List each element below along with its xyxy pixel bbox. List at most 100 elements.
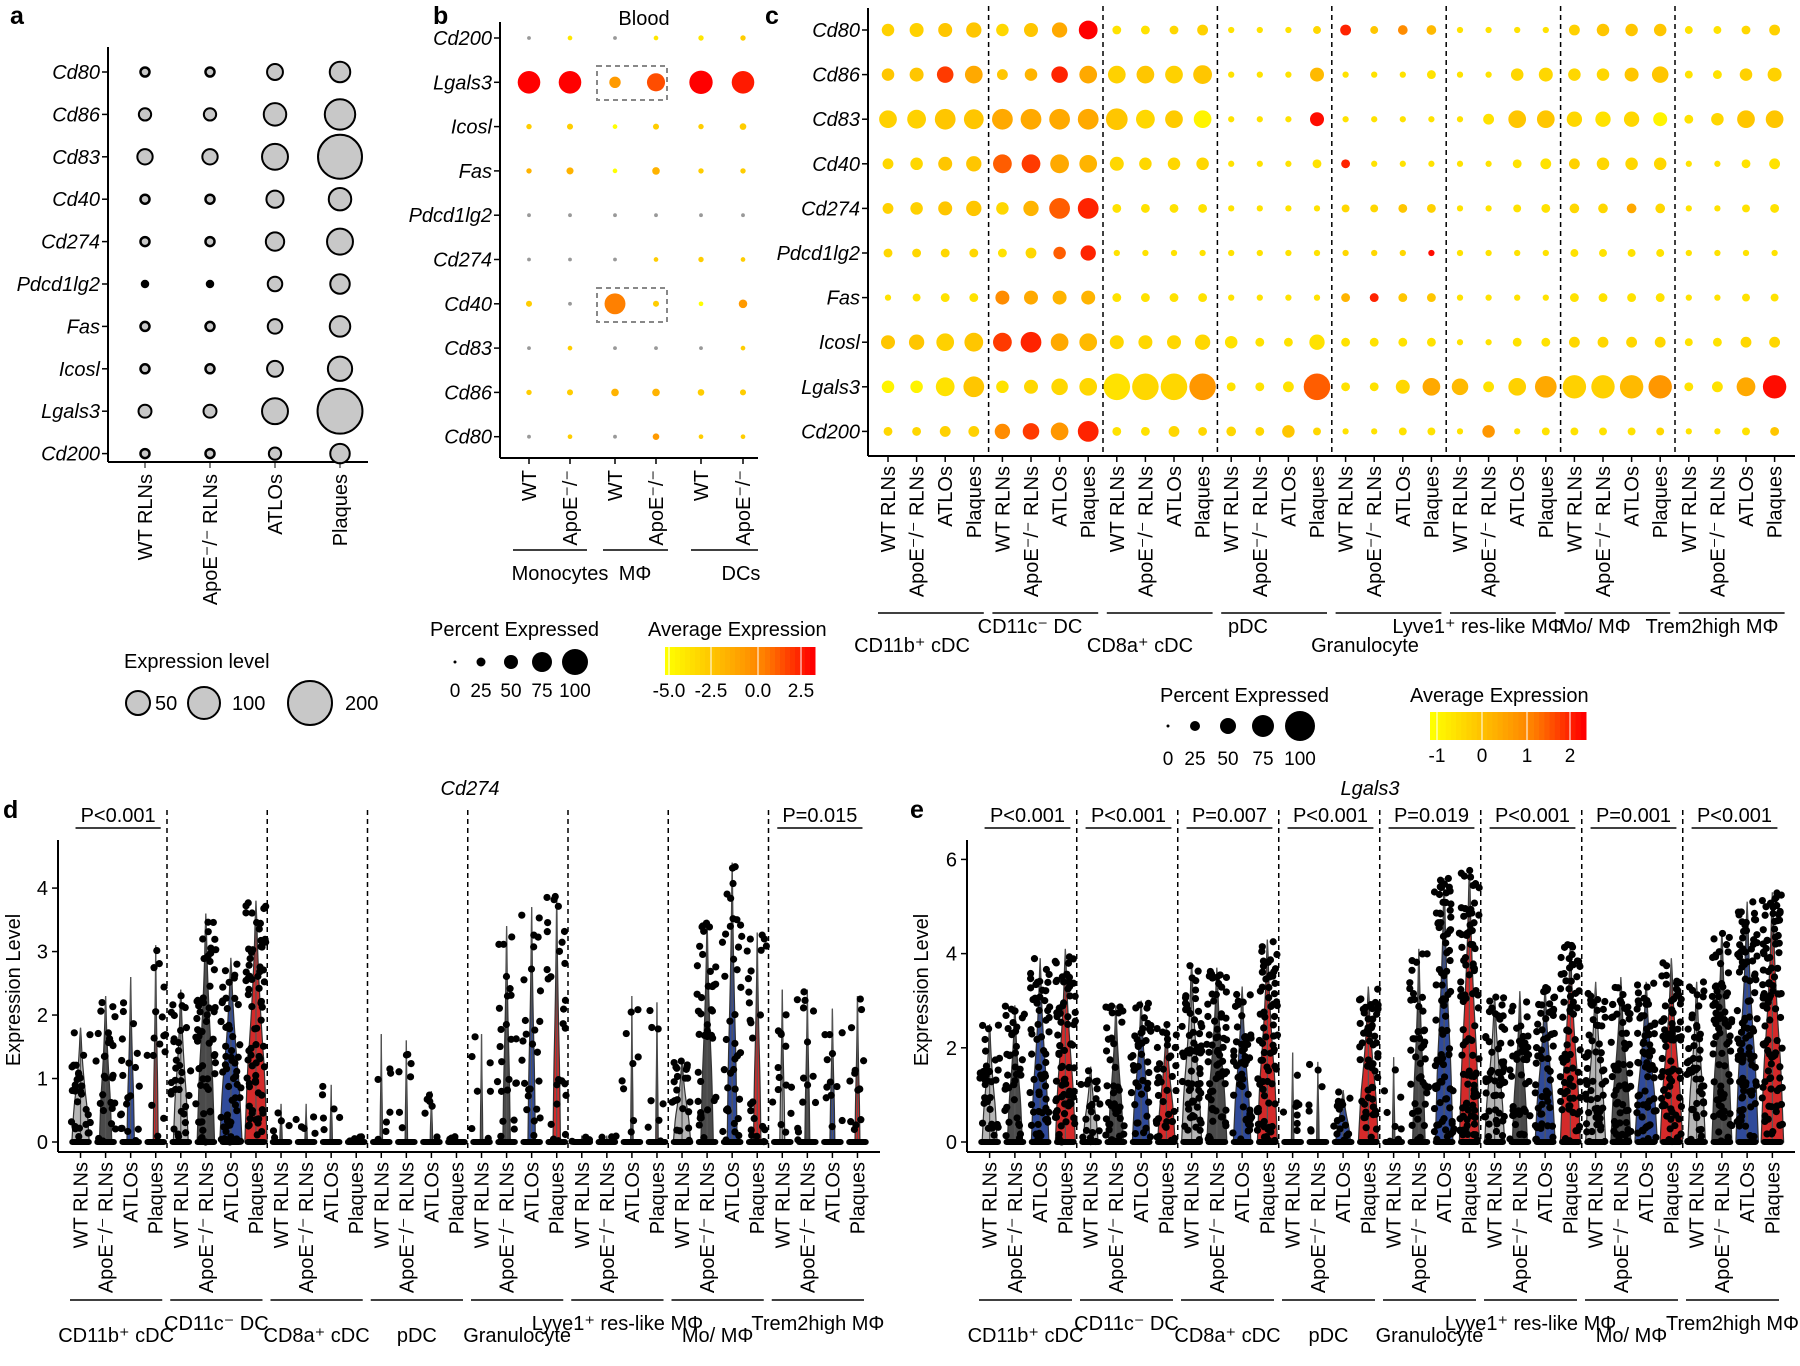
panel_d-y-tick-label: 2 [37,1005,48,1027]
panel_e-jitter-point [1190,1039,1198,1047]
panel_e-jitter-point [1576,1093,1584,1102]
panel-c-column-label: ApoE⁻/⁻ RLNs [907,466,929,597]
panel_d-zero-points [796,1139,819,1145]
panel-c-dot [1081,290,1096,305]
panel_d-jitter-point [109,1071,117,1079]
panel_d-jitter-point [734,943,743,951]
panel_e-jitter-point [1766,1016,1774,1024]
panel_d-zero-points [695,1139,719,1145]
panel_d-jitter-point [187,1067,195,1075]
panel_d-jitter-point [799,1074,808,1082]
panel_d-jitter-point [502,972,511,981]
panel-c-dot [1714,205,1721,212]
panel_d-jitter-point [473,1087,481,1095]
panel-c-dot [1112,293,1122,303]
panel_e-column-label: ATLOs [1636,1162,1658,1223]
panel_d-jitter-point [745,999,753,1007]
panel_e-jitter-point [1672,985,1681,993]
panel-a-dot [316,387,364,435]
panel-b-gene-label: Cd200 [433,28,492,50]
panel_e-jitter-point [1208,1105,1216,1113]
panel-c-dot [1742,249,1750,257]
panel_e-jitter-point [1233,1023,1241,1031]
panel_e-jitter-point [1520,1055,1528,1064]
panel-c-dot [1570,427,1579,436]
panel_e-jitter-point [1259,1085,1267,1093]
panel_e-jitter-point [1565,1027,1573,1035]
panel_e-jitter-point [1146,1133,1154,1141]
panel-a-legend-dot [125,690,151,716]
panel_d-jitter-point [111,1099,119,1107]
panel_d-jitter-point [676,1127,684,1135]
panel_e-jitter-point [1364,1015,1372,1023]
panel_d-jitter-point [823,1083,831,1091]
panel-c-dot [1196,157,1209,171]
panel_e-jitter-point [1619,1018,1627,1027]
panel_d-jitter-point [199,1126,207,1134]
panel_e-jitter-point [1217,1010,1226,1018]
panel-c-dot [1371,428,1378,435]
panel_e-jitter-point [1565,964,1574,972]
panel_e-jitter-point [1638,1113,1646,1121]
panel_e-jitter-point [1618,1029,1626,1038]
panel_d-jitter-point [99,1106,108,1115]
panel_d-jitter-point [172,1056,180,1064]
panel_e-jitter-point [1565,985,1573,993]
panel_e-jitter-point [1576,1046,1584,1054]
panel_d-jitter-point [169,1001,177,1009]
panel_e-jitter-point [1708,992,1716,1001]
panel_e-jitter-point [1409,989,1418,998]
panel-c-column-label: ATLOs [1736,466,1758,527]
panel_e-jitter-point [1550,994,1558,1002]
panel-b-dot [568,301,572,306]
panel_e-column-label: ApoE⁻/⁻ RLNs [1409,1162,1431,1293]
panel-b-dot [526,389,532,396]
panel_e-jitter-point [1159,1065,1167,1073]
panel_e-jitter-point [1092,1095,1100,1103]
panel-c-dot [907,109,926,129]
panel_d-jitter-point [202,1082,210,1091]
panel_e-jitter-point [1506,1066,1514,1074]
panel_e-jitter-point [1339,1100,1347,1109]
panel-c-dot [1741,159,1751,169]
panel-c-dot [1256,294,1263,301]
panel_d-jitter-point [731,1085,739,1093]
panel_e-jitter-point [1341,1121,1350,1129]
panel_d-jitter-point [254,1089,262,1097]
panel_d-jitter-point [518,911,526,919]
panel-c-dot [1769,24,1781,36]
panel_e-jitter-point [1437,1051,1445,1059]
panel_e-jitter-point [1355,996,1364,1004]
panel_e-jitter-point [1692,1066,1700,1074]
panel_e-jitter-point [1495,1109,1503,1117]
panel_e-jitter-point [1676,1074,1685,1082]
panel-c-dot [1514,294,1521,301]
panel-c-dot [1684,26,1693,34]
panel-c-dot [1341,204,1350,213]
panel-c-dot [1736,377,1756,397]
panel_d-jitter-point [503,1086,512,1094]
panel-c-group-label: Granulocyte [1311,635,1419,657]
panel_e-jitter-point [1716,960,1725,968]
panel-c-dot [881,68,895,81]
panel_e-jitter-point [1667,1105,1675,1113]
panel_e-jitter-point [1407,1080,1415,1088]
panel_e-jitter-point [1163,1020,1171,1029]
panel_e-jitter-point [1239,1103,1247,1111]
panel-c-dot [1165,110,1183,129]
panel_e-jitter-point [1221,1080,1229,1088]
panel_d-jitter-point [826,1078,834,1086]
panel-b-dot [613,36,617,40]
panel_d-jitter-point [685,1108,693,1116]
panel_e-jitter-point [1659,1016,1668,1025]
panel_e-jitter-point [1561,1050,1569,1058]
panel-b-gene-label: Cd274 [433,250,492,272]
panel_d-jitter-point [655,1116,663,1124]
panel-c-dot [1540,158,1552,170]
panel_e-jitter-point [1002,1132,1010,1140]
panel_d-zero-points [520,1139,543,1145]
panel_d-jitter-point [560,927,569,936]
panel-b-dot [568,257,572,262]
panel_d-jitter-point [699,950,707,959]
panel_e-jitter-point [1719,983,1727,991]
